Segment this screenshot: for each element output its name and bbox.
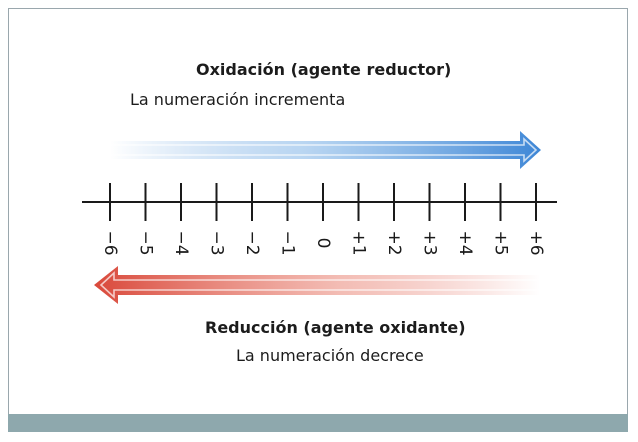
oxidation-arrow bbox=[109, 131, 541, 169]
reduction-arrow bbox=[94, 266, 541, 304]
oxidation-title: Oxidación (agente reductor) bbox=[196, 60, 452, 79]
tick-label: +6 bbox=[526, 230, 546, 255]
reduction-title: Reducción (agente oxidante) bbox=[205, 318, 466, 337]
tick-label: +2 bbox=[384, 230, 404, 255]
tick-label: +5 bbox=[491, 230, 511, 255]
number-line: −6 −5 −4 −3 −2 −1 0 +1 +2 +3 +4 +5 +6 bbox=[82, 183, 557, 256]
tick-label: +4 bbox=[455, 230, 475, 255]
tick-label: −3 bbox=[207, 230, 227, 255]
tick-label: +3 bbox=[420, 230, 440, 255]
tick-label: −6 bbox=[100, 230, 120, 255]
oxidation-subtitle: La numeración incrementa bbox=[130, 90, 346, 109]
tick-label: −1 bbox=[278, 230, 298, 255]
tick-label: −2 bbox=[242, 230, 262, 255]
tick-label: −5 bbox=[136, 230, 156, 255]
reduction-subtitle: La numeración decrece bbox=[236, 346, 424, 365]
tick-label: −4 bbox=[171, 230, 191, 255]
tick-label: +1 bbox=[349, 230, 369, 255]
tick-label: 0 bbox=[313, 238, 333, 249]
footer-bar bbox=[8, 414, 628, 432]
slide-frame bbox=[8, 8, 628, 432]
